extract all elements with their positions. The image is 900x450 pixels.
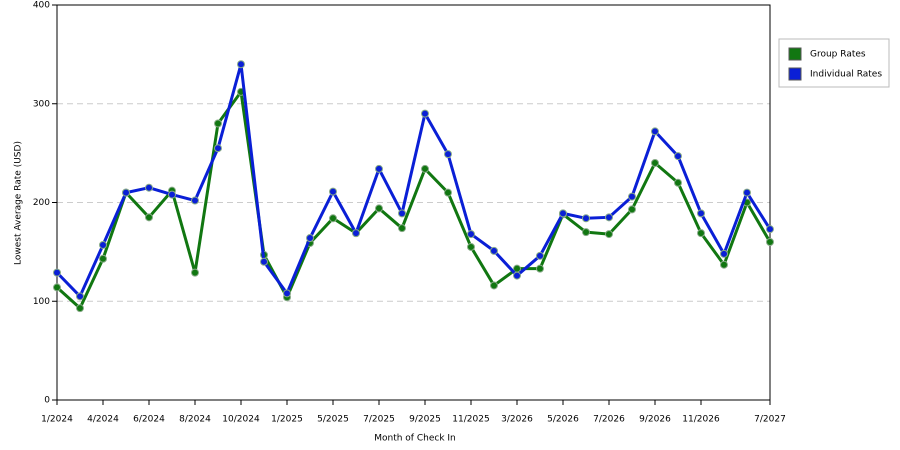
data-point — [628, 192, 636, 201]
data-point — [444, 150, 452, 159]
data-point — [214, 119, 222, 128]
x-tick-label: 9/2025 — [409, 415, 441, 425]
data-point — [260, 257, 268, 266]
y-tick-label: 200 — [33, 198, 50, 208]
data-point — [421, 109, 429, 118]
x-tick-label: 1/2025 — [271, 415, 303, 425]
data-point — [490, 246, 498, 255]
data-point — [398, 224, 406, 233]
data-point — [191, 268, 199, 277]
data-point — [720, 249, 728, 258]
legend-label: Individual Rates — [810, 70, 882, 80]
data-point — [605, 230, 613, 239]
y-axis-label: Lowest Average Rate (USD) — [14, 141, 24, 265]
x-tick-label: 7/2025 — [363, 415, 395, 425]
x-tick-label: 7/2027 — [754, 415, 786, 425]
data-point — [191, 196, 199, 205]
y-tick-label: 400 — [33, 1, 50, 11]
data-point — [605, 213, 613, 222]
data-point — [490, 281, 498, 290]
x-tick-label: 6/2024 — [133, 415, 165, 425]
y-tick-label: 100 — [33, 297, 50, 307]
x-tick-label: 9/2026 — [639, 415, 671, 425]
data-point — [329, 187, 337, 196]
data-point — [582, 228, 590, 237]
legend-swatch — [788, 67, 802, 81]
data-point — [536, 264, 544, 273]
series-line — [55, 62, 772, 298]
data-point — [122, 188, 130, 197]
data-point — [720, 260, 728, 269]
x-tick-label: 5/2026 — [547, 415, 579, 425]
x-tick-label: 5/2025 — [317, 415, 349, 425]
data-point — [145, 213, 153, 222]
plot-frame — [56, 4, 771, 401]
data-point — [559, 209, 567, 218]
data-point — [237, 60, 245, 69]
data-point — [375, 164, 383, 173]
y-tick-label: 300 — [33, 99, 50, 109]
legend-label: Group Rates — [810, 50, 866, 60]
data-point — [352, 229, 360, 238]
x-tick-label: 3/2026 — [501, 415, 533, 425]
x-axis-label: Month of Check In — [374, 434, 456, 444]
data-point — [536, 251, 544, 260]
data-point — [651, 159, 659, 167]
data-point — [743, 188, 751, 197]
data-point — [467, 242, 475, 251]
data-point — [168, 190, 176, 199]
data-point — [145, 183, 153, 192]
data-point — [375, 204, 383, 213]
legend-swatch — [788, 47, 802, 61]
data-point — [214, 144, 222, 153]
x-tick-label: 8/2024 — [179, 415, 211, 425]
data-point — [674, 178, 682, 187]
data-point — [99, 254, 107, 263]
x-tick-label: 10/2024 — [222, 415, 260, 425]
data-point — [697, 229, 705, 238]
data-point — [467, 230, 475, 239]
x-tick-label: 11/2025 — [452, 415, 489, 425]
data-point — [76, 304, 84, 313]
data-point — [766, 225, 774, 234]
data-point — [99, 240, 107, 249]
data-point — [76, 292, 84, 301]
data-point — [674, 152, 682, 161]
data-point — [444, 188, 452, 197]
data-point — [329, 214, 337, 223]
data-point — [697, 209, 705, 218]
data-point — [398, 209, 406, 218]
x-tick-label: 11/2026 — [682, 415, 720, 425]
data-point — [651, 127, 659, 136]
x-tick-label: 1/2024 — [41, 415, 73, 425]
data-point — [582, 214, 590, 223]
x-tick-label: 7/2026 — [593, 415, 625, 425]
data-point — [628, 205, 636, 214]
data-point — [421, 164, 429, 173]
y-tick-label: 0 — [44, 396, 50, 406]
data-point — [766, 238, 774, 246]
data-point — [53, 268, 61, 277]
x-tick-label: 4/2024 — [87, 415, 119, 425]
series-line — [55, 90, 772, 310]
data-point — [513, 271, 521, 280]
data-point — [306, 234, 314, 243]
data-point — [283, 289, 291, 298]
data-point — [53, 283, 61, 292]
